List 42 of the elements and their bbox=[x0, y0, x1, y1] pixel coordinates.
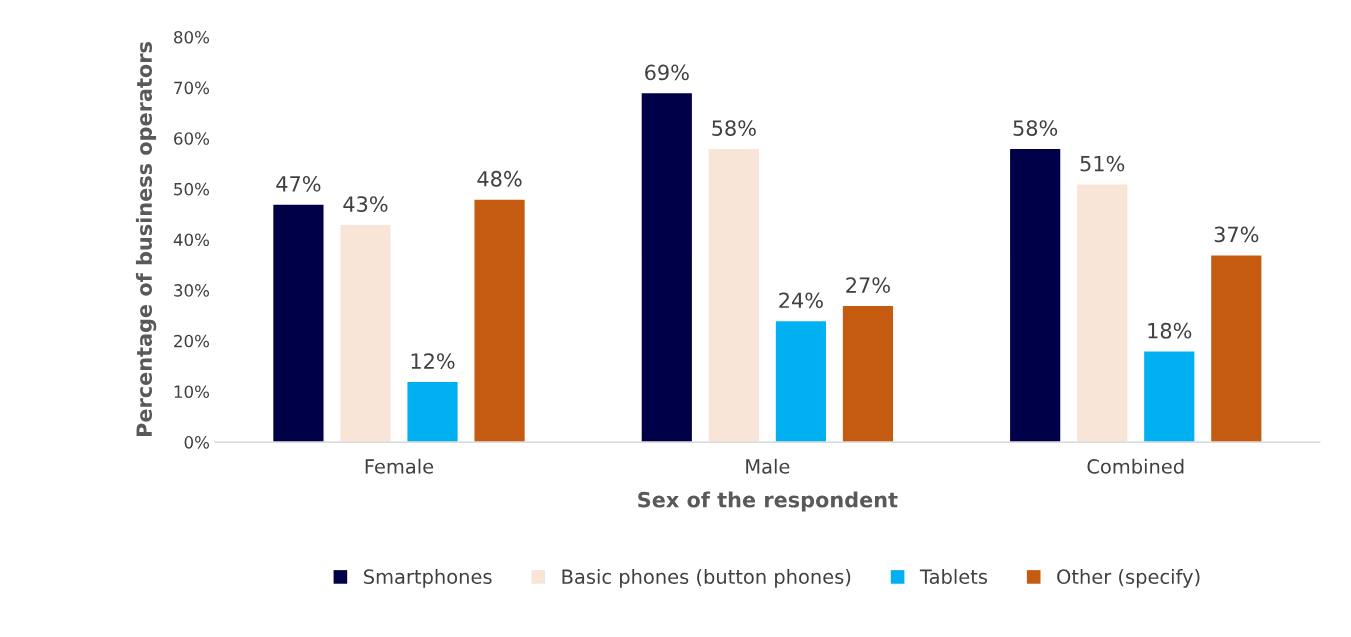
data-label: 58% bbox=[1013, 120, 1058, 136]
bar bbox=[707, 147, 761, 443]
bar bbox=[1075, 183, 1129, 443]
x-tick-label: Male bbox=[746, 458, 790, 474]
x-tick-label: Combined bbox=[1087, 458, 1184, 474]
x-axis-title: Sex of the respondent bbox=[638, 491, 898, 512]
data-label: 27% bbox=[846, 277, 890, 293]
legend-label: Tablets bbox=[919, 568, 988, 585]
legend-label: Other (specify) bbox=[1057, 568, 1200, 588]
y-tick-label: 0% bbox=[184, 436, 210, 449]
y-tick-label: 20% bbox=[174, 334, 210, 348]
data-label: 69% bbox=[645, 64, 689, 81]
data-label: 58% bbox=[712, 120, 756, 136]
bar bbox=[338, 223, 392, 443]
bar bbox=[640, 91, 694, 443]
bar bbox=[841, 304, 895, 443]
y-tick-label: 50% bbox=[174, 182, 210, 196]
data-label: 18% bbox=[1148, 322, 1192, 339]
bar bbox=[1142, 350, 1196, 443]
y-tick-label: 60% bbox=[174, 132, 210, 145]
bar bbox=[406, 380, 459, 443]
data-label: 47% bbox=[276, 175, 321, 192]
bar bbox=[1008, 147, 1062, 443]
data-label: 24% bbox=[779, 292, 823, 309]
bar bbox=[774, 319, 828, 443]
y-tick-label: 40% bbox=[173, 233, 210, 247]
y-tick-label: 10% bbox=[174, 385, 210, 399]
bar bbox=[473, 198, 527, 443]
y-tick-label: 70% bbox=[174, 81, 210, 95]
y-tick-label: 30% bbox=[174, 284, 210, 297]
bar bbox=[1209, 254, 1263, 443]
data-label: 37% bbox=[1214, 226, 1259, 243]
legend-label: Smartphones bbox=[364, 568, 492, 588]
data-label: 48% bbox=[477, 170, 522, 187]
data-label: 51% bbox=[1080, 155, 1125, 172]
legend-label: Basic phones (button phones) bbox=[562, 568, 851, 588]
x-tick-label: Female bbox=[365, 458, 434, 474]
y-axis-title: Percentage of business operators bbox=[135, 42, 157, 437]
y-tick-label: 80% bbox=[174, 30, 210, 44]
bar bbox=[271, 203, 325, 443]
data-label: 12% bbox=[411, 353, 455, 369]
data-label: 43% bbox=[343, 196, 388, 212]
